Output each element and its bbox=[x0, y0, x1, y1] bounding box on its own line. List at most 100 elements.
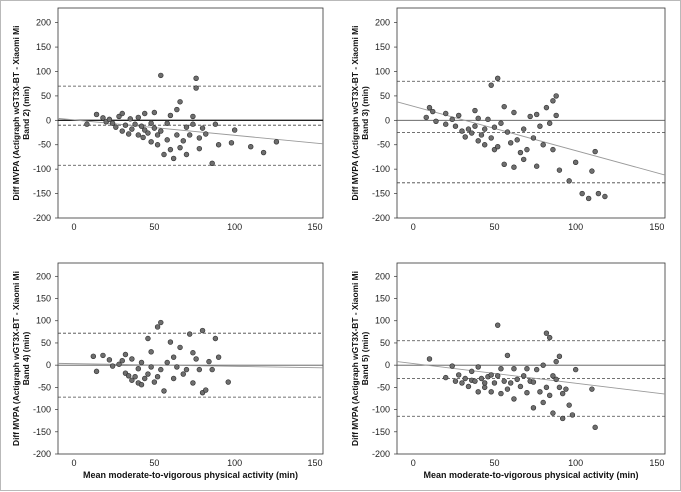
data-point bbox=[423, 114, 429, 121]
data-point bbox=[469, 130, 475, 136]
data-point bbox=[125, 131, 132, 137]
data-point bbox=[186, 132, 193, 138]
data-point bbox=[543, 104, 550, 111]
data-point bbox=[488, 372, 494, 378]
data-point bbox=[546, 334, 553, 341]
data-point bbox=[122, 122, 129, 128]
data-point bbox=[546, 120, 553, 126]
data-point bbox=[482, 384, 488, 391]
data-point bbox=[543, 384, 550, 391]
data-point bbox=[524, 146, 530, 153]
data-point bbox=[93, 368, 100, 375]
data-point bbox=[488, 82, 494, 88]
data-point bbox=[465, 383, 472, 390]
data-point bbox=[109, 120, 116, 126]
data-point bbox=[186, 331, 193, 337]
data-point bbox=[550, 373, 556, 379]
data-point bbox=[183, 151, 190, 158]
data-point bbox=[142, 375, 148, 382]
data-point bbox=[177, 144, 183, 151]
data-point bbox=[196, 366, 203, 373]
y-tick-label: -100 bbox=[372, 405, 390, 415]
data-point bbox=[602, 193, 608, 200]
data-point bbox=[563, 386, 569, 392]
data-point bbox=[553, 376, 559, 383]
data-point bbox=[443, 121, 449, 127]
data-point bbox=[164, 120, 170, 126]
y-axis-label: Diff MVPA (Actigraph wGT3X-BT - Xiaomi M… bbox=[11, 26, 31, 201]
data-point bbox=[174, 364, 180, 370]
plot-frame bbox=[57, 262, 324, 455]
data-point bbox=[433, 118, 439, 125]
data-point bbox=[443, 110, 449, 117]
x-axis-label: Mean moderate-to-vigorous physical activ… bbox=[423, 470, 638, 480]
data-point bbox=[459, 380, 465, 386]
data-point bbox=[161, 151, 167, 158]
data-point bbox=[595, 190, 602, 197]
y-tick-label: 200 bbox=[36, 271, 51, 281]
data-point bbox=[190, 350, 196, 356]
data-point bbox=[556, 167, 563, 173]
data-point bbox=[193, 75, 199, 82]
data-point bbox=[491, 380, 498, 386]
data-point bbox=[170, 354, 177, 360]
data-point bbox=[125, 373, 132, 379]
data-point bbox=[527, 113, 533, 120]
y-tick-label: -200 bbox=[372, 213, 390, 223]
data-point bbox=[170, 155, 177, 162]
data-point bbox=[199, 125, 206, 131]
data-point bbox=[127, 116, 133, 122]
data-point bbox=[138, 123, 145, 129]
data-point bbox=[231, 127, 238, 133]
y-tick-label: 100 bbox=[36, 66, 51, 76]
data-point bbox=[164, 137, 170, 143]
data-point bbox=[145, 130, 151, 136]
data-point bbox=[559, 390, 566, 397]
y-tick-label: -150 bbox=[33, 189, 51, 199]
y-axis-label: Diff MVPA (Actigraph wGT3X-BT - Xiaomi M… bbox=[350, 26, 370, 201]
data-point bbox=[215, 142, 222, 148]
data-point bbox=[430, 108, 436, 115]
data-point bbox=[196, 145, 203, 152]
plot-frame bbox=[57, 7, 324, 219]
data-point bbox=[158, 128, 164, 134]
data-point bbox=[482, 126, 488, 132]
x-tick-label: 150 bbox=[649, 222, 664, 232]
data-point bbox=[148, 364, 154, 370]
data-point bbox=[158, 72, 164, 79]
data-point bbox=[148, 139, 154, 145]
data-point bbox=[482, 380, 488, 386]
x-tick-label: 100 bbox=[568, 222, 583, 232]
data-point bbox=[585, 195, 592, 202]
data-point bbox=[225, 379, 231, 385]
data-point bbox=[507, 380, 514, 386]
data-point bbox=[511, 366, 517, 372]
data-point bbox=[495, 75, 501, 82]
data-point bbox=[478, 375, 485, 382]
data-point bbox=[540, 362, 546, 368]
data-point bbox=[100, 115, 106, 121]
data-point bbox=[206, 358, 212, 365]
data-point bbox=[90, 353, 97, 359]
data-point bbox=[212, 335, 219, 342]
panel-4: -200 -150 -100 -50 0 50 100 150 200 0 50 100 150 Diff… bbox=[350, 262, 666, 480]
data-point bbox=[472, 123, 478, 129]
x-tick-label: 0 bbox=[411, 222, 416, 232]
y-tick-label: 150 bbox=[375, 294, 390, 304]
data-point bbox=[540, 142, 546, 148]
data-point bbox=[589, 386, 595, 392]
data-point bbox=[145, 335, 151, 342]
x-tick-label: 100 bbox=[568, 458, 583, 468]
data-point bbox=[511, 396, 517, 402]
data-point bbox=[138, 382, 145, 388]
data-point bbox=[475, 364, 481, 370]
data-point bbox=[514, 137, 520, 143]
data-point bbox=[472, 378, 478, 384]
data-point bbox=[556, 384, 563, 391]
data-point bbox=[209, 366, 215, 373]
data-point bbox=[485, 116, 491, 123]
data-point bbox=[517, 149, 524, 156]
data-point bbox=[592, 148, 598, 155]
data-point bbox=[148, 120, 154, 126]
